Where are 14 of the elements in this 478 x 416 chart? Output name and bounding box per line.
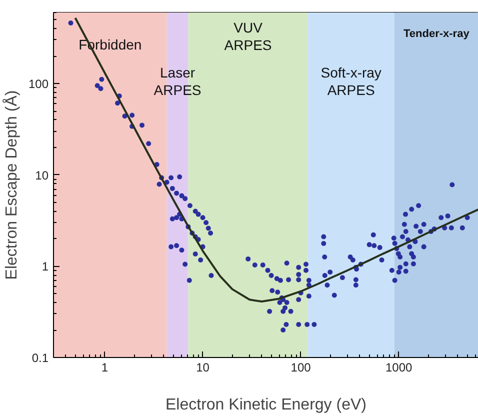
x-tick-label: 10 [196, 360, 210, 374]
x-axis-title: Electron Kinetic Energy (eV) [166, 396, 366, 414]
band-label: Tender-x-ray [404, 28, 470, 40]
y-tick-label: 100 [28, 77, 49, 92]
band-label: Soft-x-ray ARPES [320, 64, 382, 98]
y-axis-title: Electron Escape Depth (Å) [2, 90, 20, 280]
band-label: Laser ARPES [154, 64, 202, 98]
x-tick-label: 100 [290, 360, 312, 374]
x-tick-label: 1000 [385, 360, 412, 374]
y-tick-label: 1 [42, 260, 49, 274]
x-tick-label: 1 [101, 360, 108, 374]
y-tick-label: 0.1 [32, 351, 49, 365]
band-label: VUV ARPES [224, 19, 272, 53]
y-tick-label: 10 [35, 168, 49, 182]
